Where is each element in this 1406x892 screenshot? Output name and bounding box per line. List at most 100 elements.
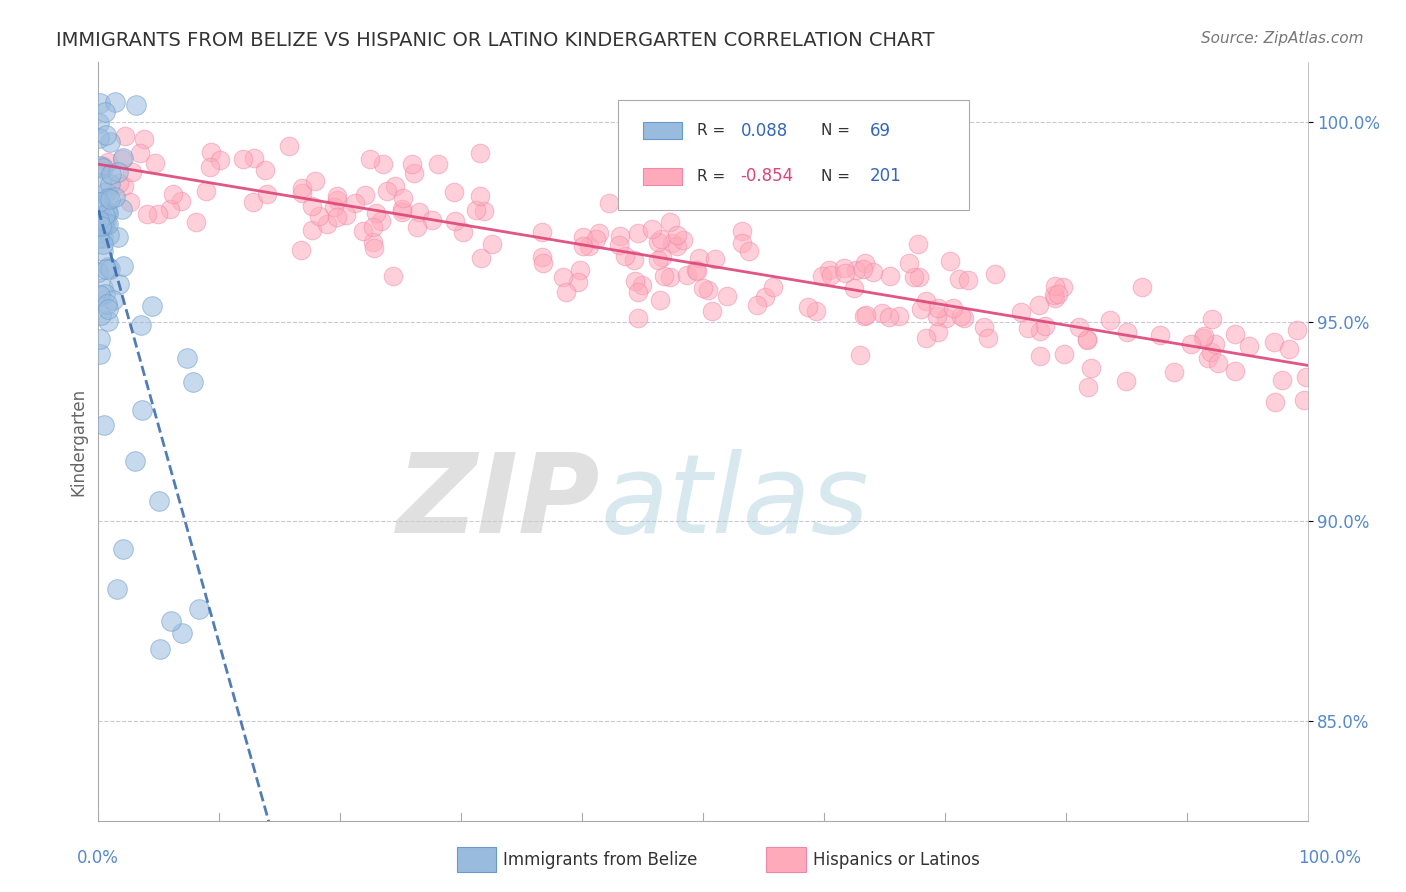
Text: R =: R = <box>697 123 730 138</box>
Point <box>290 243 312 257</box>
Point <box>89 287 111 301</box>
Point <box>89 332 111 346</box>
Point <box>91 281 114 295</box>
Point <box>87 230 110 244</box>
Point <box>93 213 115 227</box>
Point <box>170 626 193 640</box>
Point <box>531 256 554 270</box>
Point <box>391 205 413 219</box>
Point <box>666 227 689 242</box>
Point <box>530 250 553 264</box>
Point <box>731 236 754 251</box>
Point <box>87 194 110 209</box>
Point <box>121 165 143 179</box>
Point <box>149 642 172 657</box>
Point <box>94 208 117 222</box>
Point <box>129 145 152 160</box>
Point <box>408 205 430 219</box>
Point <box>716 289 738 303</box>
Point <box>97 155 120 169</box>
Point <box>344 195 367 210</box>
Point <box>404 165 426 179</box>
Point <box>363 241 385 255</box>
Point <box>939 253 962 268</box>
Point <box>352 224 374 238</box>
Point <box>304 174 326 188</box>
Point <box>143 156 166 170</box>
Text: Hispanics or Latinos: Hispanics or Latinos <box>813 851 980 869</box>
Point <box>111 151 134 165</box>
Point <box>111 152 134 166</box>
Point <box>1192 329 1215 343</box>
Point <box>111 259 134 273</box>
Point <box>588 227 610 241</box>
Point <box>897 256 920 270</box>
Point <box>853 309 876 323</box>
Point <box>89 213 111 227</box>
Point <box>820 268 842 282</box>
Point <box>200 145 222 159</box>
Point <box>405 220 427 235</box>
Point <box>470 251 492 265</box>
Point <box>384 179 406 194</box>
Point <box>170 194 193 208</box>
Point <box>572 239 595 253</box>
Point <box>692 281 714 295</box>
FancyBboxPatch shape <box>643 122 682 139</box>
Point <box>97 217 120 231</box>
Point <box>1010 305 1032 319</box>
FancyBboxPatch shape <box>643 168 682 185</box>
Point <box>1076 333 1098 347</box>
Point <box>391 202 413 216</box>
Point <box>364 206 387 220</box>
Point <box>371 157 394 171</box>
Point <box>754 290 776 304</box>
Point <box>136 206 159 220</box>
Text: R =: R = <box>697 169 730 184</box>
Point <box>661 235 683 250</box>
Point <box>738 244 761 259</box>
Point <box>278 139 301 153</box>
Point <box>555 285 578 300</box>
Point <box>647 252 669 267</box>
Point <box>114 128 136 143</box>
Point <box>745 298 768 312</box>
Point <box>915 293 938 308</box>
Text: 0.088: 0.088 <box>741 121 787 140</box>
Point <box>630 278 652 293</box>
Point <box>100 135 122 149</box>
Point <box>97 191 120 205</box>
Point <box>1028 349 1050 363</box>
Point <box>104 95 127 110</box>
Point <box>627 285 650 299</box>
Point <box>853 256 876 270</box>
Point <box>187 602 209 616</box>
Point <box>942 301 965 315</box>
Point <box>686 264 709 278</box>
Point <box>94 104 117 119</box>
Point <box>659 215 682 229</box>
Point <box>391 191 413 205</box>
Point <box>326 211 349 225</box>
Point <box>672 234 695 248</box>
Point <box>1149 328 1171 343</box>
Point <box>914 331 936 345</box>
Point <box>806 304 828 318</box>
Point <box>585 232 607 246</box>
Point <box>530 225 553 239</box>
Point <box>1098 313 1121 327</box>
Point <box>977 331 1000 345</box>
Point <box>93 159 115 173</box>
Point <box>118 194 141 209</box>
Point <box>609 228 631 243</box>
Point <box>443 186 465 200</box>
Point <box>162 187 184 202</box>
Point <box>569 263 592 277</box>
Point <box>91 230 114 244</box>
Point <box>141 299 163 313</box>
Point <box>427 157 450 171</box>
Point <box>1130 280 1153 294</box>
Point <box>624 275 647 289</box>
Point <box>627 310 650 325</box>
Point <box>842 281 865 295</box>
